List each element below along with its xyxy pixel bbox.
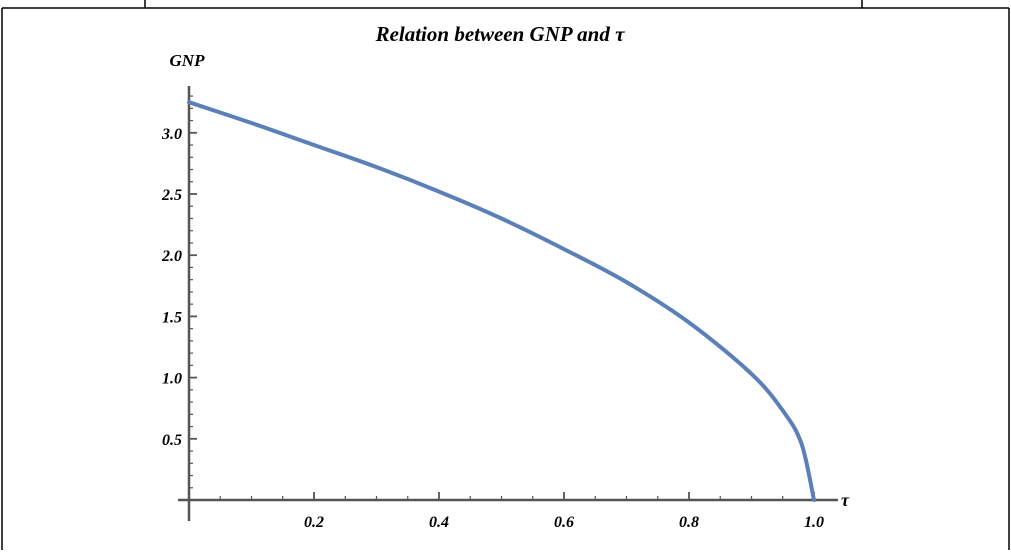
tick-labels: 0.2 0.4 0.6 0.8 1.0 0.5 1.0 1.5 2.0 2.5 3.0 <box>161 126 824 531</box>
axis-ticks <box>189 95 815 500</box>
y-tick-label: 2.0 <box>161 248 182 265</box>
x-tick-label: 1.0 <box>804 514 824 531</box>
x-tick-label: 0.4 <box>429 514 449 531</box>
gnp-curve <box>187 100 816 502</box>
y-tick-label: 1.0 <box>162 371 182 388</box>
x-axis-label: τ <box>841 490 850 510</box>
chart-title: Relation between GNP and τ <box>375 22 626 46</box>
y-tick-label: 1.5 <box>162 309 182 326</box>
x-tick-label: 0.6 <box>554 514 574 531</box>
y-tick-label: 0.5 <box>162 432 182 449</box>
plot-area <box>187 100 816 502</box>
axes <box>178 86 838 521</box>
x-tick-label: 0.2 <box>304 514 324 531</box>
y-axis-label: GNP <box>170 51 206 70</box>
x-tick-label: 0.8 <box>679 514 699 531</box>
y-tick-label: 2.5 <box>161 187 182 204</box>
y-tick-label: 3.0 <box>161 126 182 143</box>
